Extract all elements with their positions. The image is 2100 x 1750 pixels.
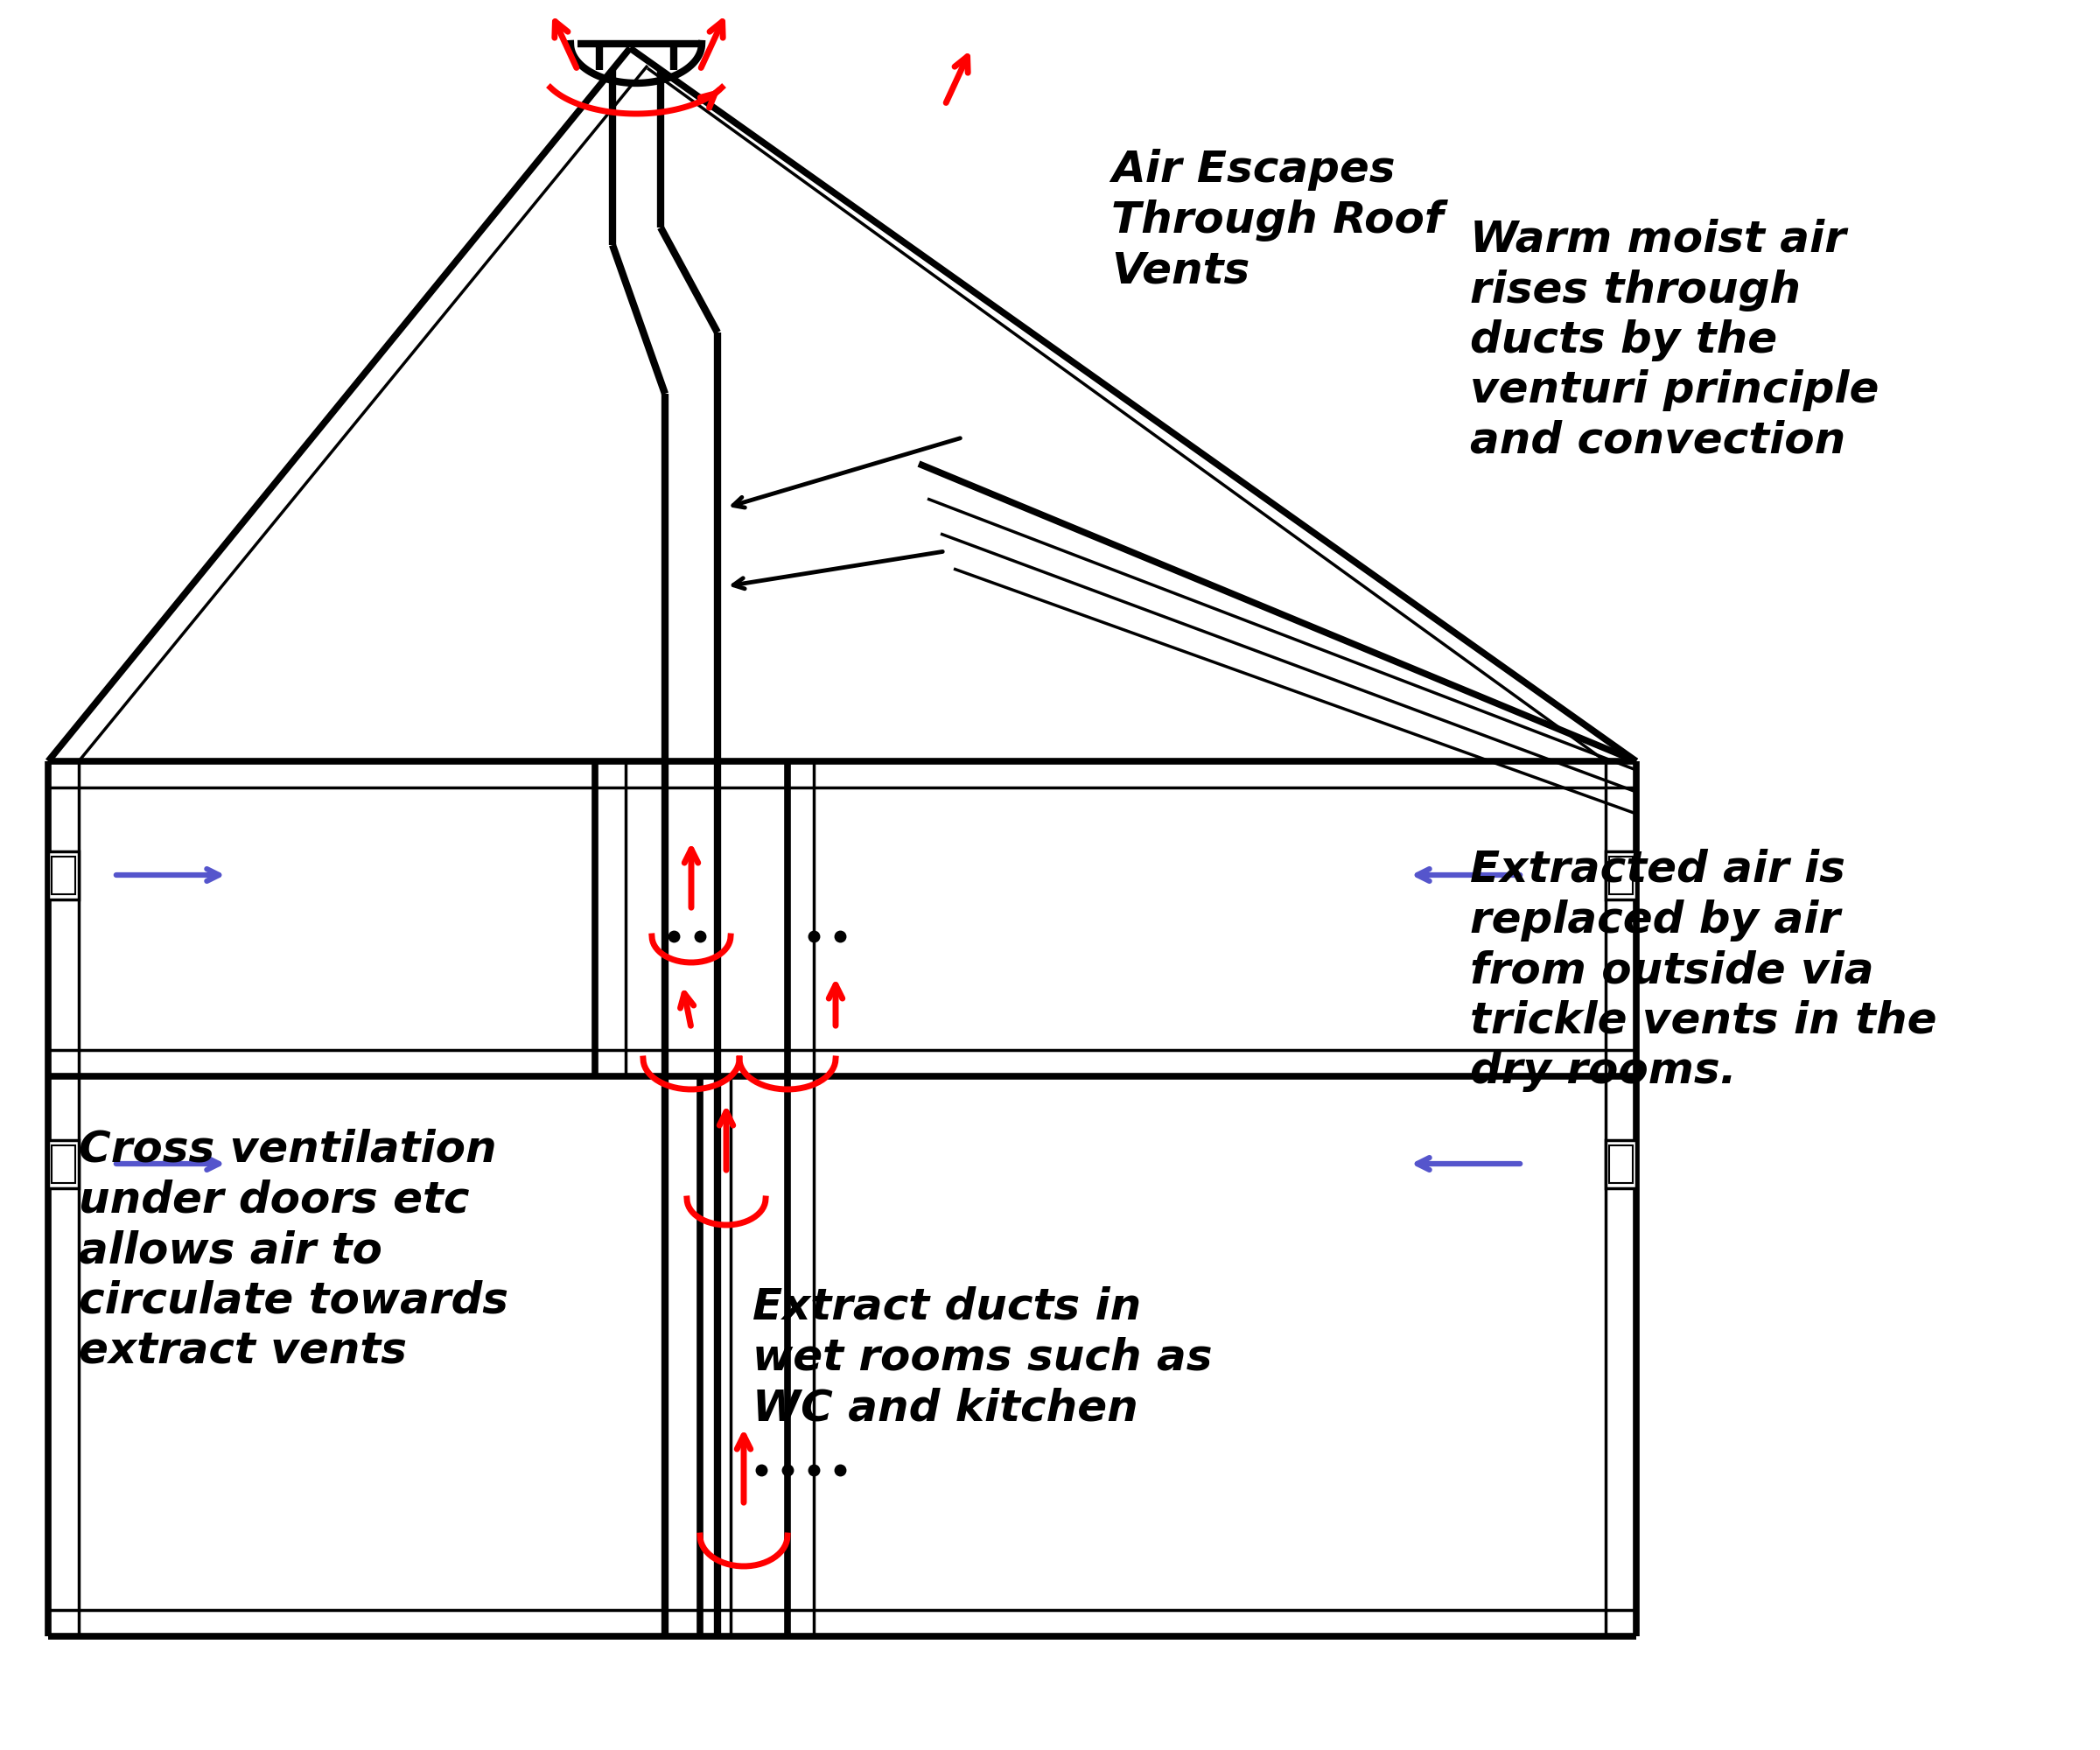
Text: Air Escapes
Through Roof
Vents: Air Escapes Through Roof Vents <box>1111 149 1443 290</box>
Bar <box>48 1141 80 1188</box>
Text: Extracted air is
replaced by air
from outside via
trickle vents in the
dry rooms: Extracted air is replaced by air from ou… <box>1470 849 1936 1092</box>
Text: Extract ducts in
wet rooms such as
WC and kitchen: Extract ducts in wet rooms such as WC an… <box>752 1286 1212 1428</box>
Bar <box>1609 856 1634 894</box>
Bar <box>48 852 80 900</box>
Bar <box>1606 1141 1636 1188</box>
Text: Cross ventilation
under doors etc
allows air to
circulate towards
extract vents: Cross ventilation under doors etc allows… <box>80 1129 508 1372</box>
Bar <box>1606 852 1636 900</box>
Bar <box>52 856 76 894</box>
Bar <box>52 1144 76 1183</box>
Text: Warm moist air
rises through
ducts by the
venturi principle
and convection: Warm moist air rises through ducts by th… <box>1470 219 1880 462</box>
Bar <box>1609 1144 1634 1183</box>
